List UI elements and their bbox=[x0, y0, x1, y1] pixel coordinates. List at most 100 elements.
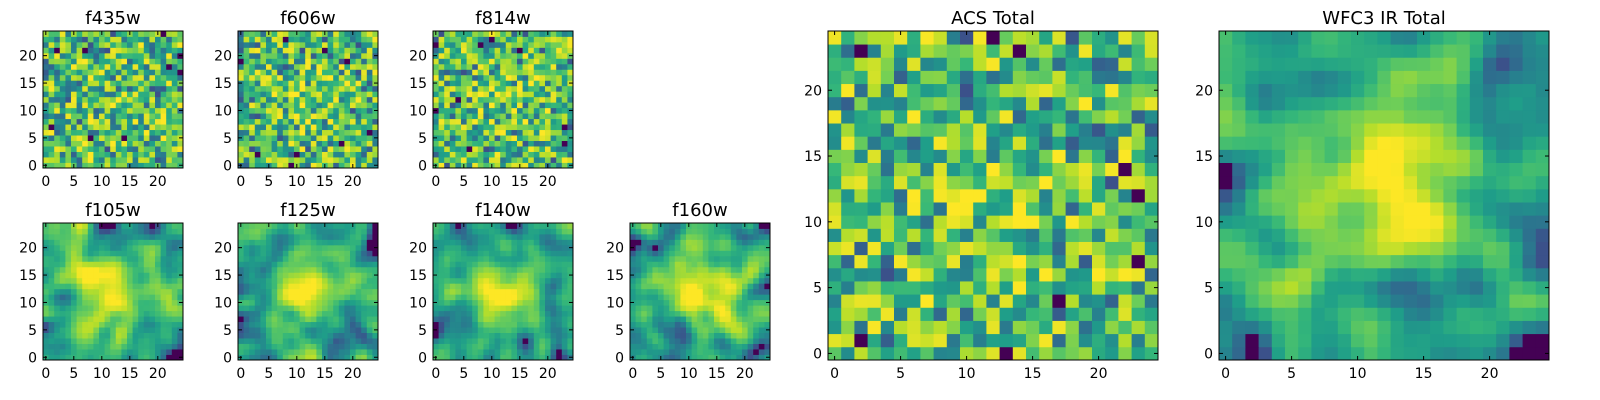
heatmap-cell bbox=[138, 343, 145, 350]
heatmap-cell bbox=[483, 129, 490, 136]
heatmap-cell bbox=[561, 58, 568, 65]
heatmap-cell bbox=[322, 277, 328, 284]
heatmap-cell bbox=[444, 239, 451, 246]
heatmap-cell bbox=[104, 223, 111, 229]
heatmap-cell bbox=[973, 241, 987, 256]
heatmap-cell bbox=[127, 228, 133, 235]
heatmap-cell bbox=[854, 320, 868, 335]
heatmap-cell bbox=[556, 36, 563, 43]
heatmap-cell bbox=[277, 283, 284, 290]
heatmap-cell bbox=[747, 266, 754, 273]
heatmap-cell bbox=[511, 151, 518, 158]
heatmap-cell bbox=[143, 41, 150, 48]
heatmap-cell bbox=[1092, 254, 1106, 269]
heatmap-cell bbox=[149, 58, 156, 65]
heatmap-cell bbox=[658, 266, 664, 273]
heatmap-cell bbox=[1052, 281, 1066, 295]
heatmap-cell bbox=[522, 228, 529, 235]
heatmap-cell bbox=[747, 228, 754, 235]
heatmap-cell bbox=[517, 146, 523, 152]
heatmap-cell bbox=[282, 239, 289, 246]
heatmap-cell bbox=[455, 305, 462, 312]
heatmap-cell bbox=[143, 69, 150, 76]
heatmap-cell bbox=[243, 96, 250, 103]
heatmap-cell bbox=[550, 118, 557, 125]
heatmap-cell bbox=[1131, 254, 1146, 269]
heatmap-cell bbox=[686, 244, 692, 251]
heatmap-cell bbox=[528, 228, 535, 235]
heatmap-cell bbox=[260, 321, 267, 328]
heatmap-cell bbox=[438, 107, 445, 114]
heatmap-cell bbox=[517, 36, 523, 43]
heatmap-cell bbox=[635, 283, 642, 290]
heatmap-cell bbox=[511, 283, 518, 290]
heatmap-cell bbox=[461, 91, 467, 98]
heatmap-cell bbox=[999, 241, 1014, 256]
heatmap-cell bbox=[630, 255, 636, 262]
heatmap-cell bbox=[1065, 307, 1080, 321]
heatmap-cell bbox=[561, 74, 568, 81]
heatmap-cell bbox=[646, 310, 653, 317]
heatmap-cell bbox=[305, 47, 312, 54]
heatmap-cell bbox=[104, 41, 111, 48]
heatmap-cell bbox=[550, 277, 557, 284]
heatmap-cell bbox=[522, 239, 529, 246]
heatmap-cell bbox=[444, 228, 451, 235]
heatmap-cell bbox=[99, 74, 105, 81]
heatmap-cell bbox=[238, 91, 244, 98]
heatmap-cell bbox=[166, 310, 173, 317]
heatmap-cell bbox=[121, 102, 128, 109]
heatmap-cell bbox=[322, 288, 328, 295]
heatmap-cell bbox=[686, 239, 692, 246]
heatmap-cell bbox=[550, 58, 557, 65]
heatmap-cell bbox=[238, 102, 244, 109]
heatmap-cell bbox=[121, 354, 128, 361]
heatmap-cell bbox=[344, 102, 351, 109]
heatmap-cell bbox=[663, 233, 670, 240]
heatmap-cell bbox=[282, 36, 289, 43]
heatmap-cell bbox=[266, 36, 272, 43]
heatmap-cell bbox=[266, 277, 272, 284]
heatmap-cell bbox=[48, 140, 55, 147]
heatmap-cell bbox=[249, 343, 256, 350]
heatmap-cell bbox=[155, 58, 161, 65]
heatmap-cell bbox=[466, 266, 473, 273]
heatmap-cell bbox=[48, 255, 55, 262]
heatmap-cell bbox=[299, 31, 306, 37]
heatmap-cell bbox=[305, 58, 312, 65]
heatmap-cell bbox=[522, 107, 529, 114]
heatmap-cell bbox=[449, 244, 456, 251]
heatmap-cell bbox=[110, 80, 117, 87]
heatmap-cell bbox=[438, 255, 445, 262]
heatmap-cell bbox=[674, 266, 681, 273]
heatmap-cell bbox=[361, 135, 368, 141]
x-tick-label: 20 bbox=[149, 366, 167, 382]
heatmap-cell bbox=[517, 107, 523, 114]
heatmap-cell bbox=[344, 349, 351, 355]
heatmap-cell bbox=[138, 85, 145, 92]
heatmap-cell bbox=[455, 321, 462, 328]
heatmap-cell bbox=[115, 332, 122, 339]
heatmap-cell bbox=[366, 250, 373, 257]
heatmap-cell bbox=[249, 162, 256, 169]
heatmap-cell bbox=[249, 41, 256, 48]
y-tick-label: 10 bbox=[19, 104, 37, 120]
heatmap-cell bbox=[104, 146, 111, 152]
heatmap-cell bbox=[71, 80, 77, 87]
heatmap-cell bbox=[366, 162, 373, 169]
heatmap-cell bbox=[630, 233, 636, 240]
heatmap-cell bbox=[310, 327, 317, 333]
heatmap-cell bbox=[110, 135, 117, 141]
heatmap-cell bbox=[1144, 294, 1159, 308]
panel-title: f125w bbox=[280, 200, 335, 221]
heatmap-cell bbox=[567, 294, 574, 301]
heatmap-cell bbox=[894, 228, 908, 242]
heatmap-cell bbox=[472, 113, 479, 120]
heatmap-cell bbox=[65, 151, 72, 158]
heatmap-cell bbox=[477, 157, 484, 163]
heatmap-cell bbox=[76, 157, 83, 163]
heatmap-cell bbox=[742, 343, 748, 350]
heatmap-cell bbox=[505, 288, 512, 295]
heatmap-cell bbox=[556, 107, 563, 114]
heatmap-cell bbox=[663, 299, 670, 306]
